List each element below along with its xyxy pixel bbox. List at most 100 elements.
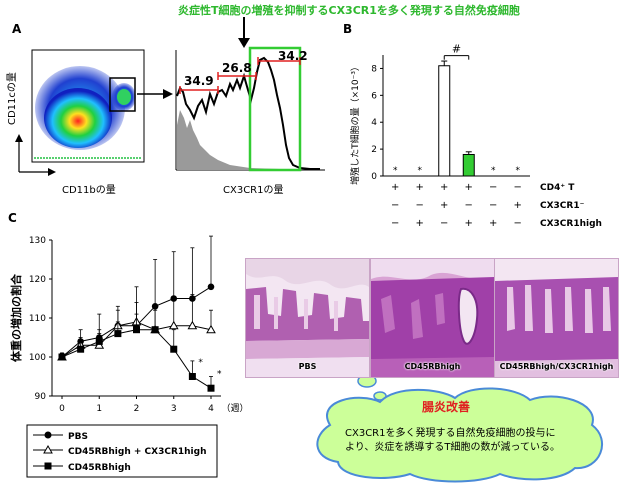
bar-star: * [516, 166, 521, 176]
matrix-cell: + [416, 218, 424, 229]
gate-bar-2 [217, 72, 257, 80]
line-x-tick-label: 4 [208, 404, 214, 414]
matrix-cell: − [416, 200, 424, 211]
matrix-row-label: CD4⁺ T [540, 183, 575, 193]
histology-combo: CD45RBhigh/CX3CR1high [494, 258, 619, 378]
matrix-cell: + [440, 182, 448, 193]
flow-y-label: CD11cの量 [6, 72, 18, 125]
line-x-label: （週） [221, 403, 248, 414]
point-cd45 [114, 330, 122, 338]
line-legend: PBS CD45RBhigh + CX3CR1high CD45RBhigh [26, 424, 218, 478]
line-chart: 90 100 110 120 130 0 1 2 3 4 （週） 体重の増加の割合 * * [9, 235, 249, 414]
line-y-label: 体重の増加の割合 [9, 273, 23, 362]
point-cd45 [170, 345, 178, 353]
matrix-cell: − [514, 218, 522, 229]
flow-plot [31, 49, 145, 163]
line-x-tick-label: 0 [59, 404, 65, 414]
point-combo [168, 320, 179, 330]
callout-body: CX3CR1を多く発現する自然免疫細胞の投与に より、炎症を誘導するT細胞の数が… [345, 428, 561, 453]
gate-label-1: 34.9 [184, 74, 214, 88]
matrix-cell: − [391, 200, 399, 211]
matrix-row-label: CX3CR1⁻ [540, 201, 585, 211]
bar [462, 153, 475, 177]
gate-bar-3 [257, 57, 301, 65]
matrix-cell: − [489, 200, 497, 211]
gate-label-2: 26.8 [222, 61, 252, 75]
flow-gate [109, 77, 136, 112]
line-y-tick-label: 130 [29, 236, 46, 246]
bar-star: * [418, 166, 423, 176]
gate-label-3: 34.2 [278, 49, 308, 63]
matrix-cell: + [465, 218, 473, 229]
legend-marker-cd45 [44, 462, 52, 470]
hist-x-label: CX3CR1の量 [223, 184, 284, 196]
point-combo [187, 320, 198, 330]
matrix-cell: − [489, 182, 497, 193]
bar-y-tick-label: 2 [371, 145, 377, 155]
significance-mark: # [452, 43, 461, 56]
gate-arrow [137, 89, 173, 99]
histology-label-pbs: PBS [298, 362, 317, 371]
line-star: * [217, 370, 222, 380]
point-cd45 [151, 326, 159, 334]
point-cd45 [58, 353, 66, 361]
line-star: * [198, 358, 203, 368]
point-cd45 [188, 373, 196, 380]
bar-chart: 0 2 4 6 8 増殖したT細胞の量（×10⁻³） * * * * # + + + + − − CD4⁺ T − −… [349, 43, 602, 229]
line-x-tick-label: 2 [134, 404, 140, 414]
point-pbs [207, 283, 215, 291]
bar-y-tick-label: 0 [371, 172, 377, 182]
matrix-cell: − [465, 200, 473, 211]
bar-y-tick-label: 6 [371, 91, 377, 101]
point-cd45 [207, 384, 215, 392]
matrix-cell: + [391, 182, 399, 193]
gate-bar-1 [179, 86, 219, 94]
legend-marker-combo [43, 444, 53, 454]
bar [438, 65, 451, 177]
line-x-tick-label: 3 [171, 404, 177, 414]
bar-y-label: 増殖したT細胞の量（×10⁻³） [349, 62, 361, 185]
flow-x-label: CD11bの量 [62, 184, 116, 196]
line-y-tick-label: 100 [29, 353, 46, 363]
point-combo [206, 324, 216, 334]
point-cd45 [77, 345, 85, 353]
matrix-cell: − [440, 218, 448, 229]
matrix-row-label: CX3CR1high [540, 219, 602, 229]
series-line [61, 329, 212, 389]
matrix-cell: + [489, 218, 497, 229]
legend-label-pbs: PBS [68, 432, 88, 442]
bar-y-tick-label: 8 [371, 64, 377, 74]
histology-label-cd45rb: CD45RBhigh [404, 362, 461, 371]
line-x-tick-label: 1 [96, 404, 102, 414]
matrix-cell: + [416, 182, 424, 193]
point-cd45 [95, 337, 103, 345]
isotype-histogram [177, 110, 300, 170]
callout-cloud [316, 374, 603, 483]
histology-pbs: PBS [245, 258, 370, 378]
histogram: 34.9 26.8 34.2 [175, 46, 325, 172]
bar-star: * [393, 166, 398, 176]
matrix-cell: + [514, 200, 522, 211]
headline-arrow [238, 17, 250, 48]
matrix-cell: − [391, 218, 399, 229]
legend-marker-pbs [44, 431, 52, 439]
panel-label-a: A [12, 22, 22, 36]
matrix-cell: + [465, 182, 473, 193]
bar-star: * [491, 166, 496, 176]
histology-label-combo: CD45RBhigh/CX3CR1high [499, 362, 614, 371]
legend-label-cd45: CD45RBhigh [68, 463, 131, 473]
high-gate [248, 46, 302, 172]
line-y-tick-label: 120 [29, 275, 46, 285]
panel-label-b: B [343, 22, 352, 36]
matrix-cell: + [440, 200, 448, 211]
line-y-tick-label: 90 [35, 392, 47, 402]
line-y-tick-label: 110 [29, 314, 46, 324]
point-cd45 [133, 326, 140, 334]
matrix-cell: − [514, 182, 522, 193]
flow-axes [15, 134, 56, 176]
callout-title: 腸炎改善 [422, 399, 470, 414]
panel-label-c: C [8, 211, 17, 225]
histology-cd45rb: CD45RBhigh [370, 258, 495, 378]
headline: 炎症性T細胞の増殖を抑制するCX3CR1を多く発現する自然免疫細胞 [178, 4, 520, 17]
